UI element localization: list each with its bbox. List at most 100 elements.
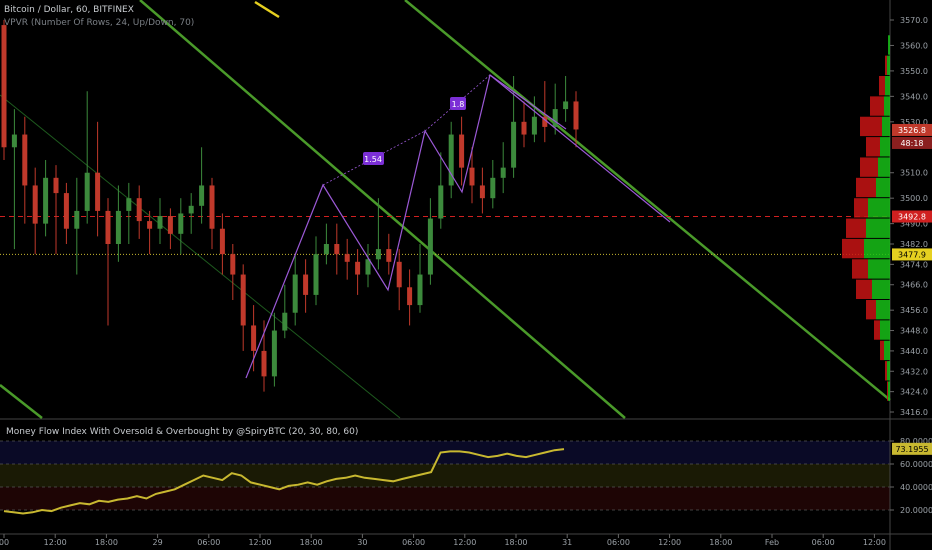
candle-body[interactable] [500,167,506,178]
time-tick-label: 31 [562,538,572,547]
yellow-line-tag-text: 3477.9 [898,250,926,259]
vpvr-bar-down [866,300,876,320]
time-axis[interactable]: 00 12:00 18:00 29 06:00 12:00 18:00 30 06:00 12:0… [0,534,886,547]
channel-upper-line[interactable] [404,0,891,401]
mfi-legend[interactable]: Money Flow Index With Oversold & Overbou… [6,427,359,437]
candle-body[interactable] [22,134,28,186]
price-tick-label: 3550.0 [900,67,928,76]
vpvr-bar-up [882,116,890,137]
candle-body[interactable] [417,274,423,306]
vpvr-histogram[interactable] [842,35,890,401]
candle-body[interactable] [542,116,548,127]
candle-body[interactable] [531,116,537,135]
candle-body[interactable] [521,121,527,135]
candle-body[interactable] [261,350,267,377]
candle-body[interactable] [209,185,215,229]
vpvr-bar-down [874,320,880,340]
candle-body[interactable] [105,210,111,244]
candle-body[interactable] [199,185,205,206]
candle-body[interactable] [511,121,517,168]
channel-lines[interactable] [0,0,891,419]
candle-body[interactable] [251,325,257,351]
vpvr-bar-down [852,259,868,279]
candle-body[interactable] [11,134,17,148]
candle-body[interactable] [334,244,340,255]
vpvr-bar-up [866,218,890,238]
candle-body[interactable] [53,177,59,194]
candle-body[interactable] [396,261,402,288]
price-tick-label: 3466.0 [900,281,928,290]
candle-body[interactable] [271,330,277,377]
candle-body[interactable] [344,254,350,262]
candle-body[interactable] [126,198,132,211]
price-axis[interactable]: 3570.0 3560.0 3550.0 3540.0 3530.0 3510.0 3500… [890,16,928,417]
candle-body[interactable] [323,244,329,255]
candle-body[interactable] [219,228,225,255]
candle-body[interactable] [438,185,444,219]
candle-body[interactable] [448,134,454,186]
candle-body[interactable] [375,249,381,260]
candle-body[interactable] [74,210,80,229]
candle-body[interactable] [147,221,153,229]
candle-body[interactable] [292,274,298,313]
candle-body[interactable] [563,101,569,110]
price-pane[interactable] [0,0,890,418]
yellow-trend-line[interactable] [254,0,280,19]
candle-body[interactable] [230,254,236,275]
vpvr-bar-up [878,157,890,177]
candle-body[interactable] [386,249,392,262]
candle-body[interactable] [188,205,194,214]
candle-body[interactable] [240,274,246,326]
vpvr-legend[interactable]: VPVR (Number Of Rows, 24, Up/Down, 70) [4,18,195,28]
candle-body[interactable] [167,216,173,234]
candle-body[interactable] [427,218,433,275]
candle-body[interactable] [365,259,371,275]
fib-label-1[interactable]: 1.54 [363,152,384,165]
candle-body[interactable] [43,177,49,224]
mfi-line [3,448,565,515]
symbol-legend[interactable]: Bitcoin / Dollar, 60, BITFINEX [4,5,134,15]
candle-body[interactable] [157,216,163,229]
candle-body[interactable] [459,134,465,168]
candle-body[interactable] [136,198,142,222]
channel-middle-line[interactable] [139,0,626,419]
candle-body[interactable] [32,185,38,224]
candle-body[interactable] [178,213,184,234]
candle-body[interactable] [407,287,413,306]
candles[interactable] [1,20,579,392]
channel-lower-line[interactable] [0,384,43,419]
candle-body[interactable] [552,109,558,127]
price-tick-label: 3560.0 [900,41,928,50]
candle-body[interactable] [303,274,309,295]
candle-body[interactable] [313,254,319,295]
candle-body[interactable] [95,172,101,211]
price-tick-label: 3432.0 [900,367,928,376]
countdown-tag: 48:18 [892,136,932,149]
mfi-value-tag: 73.1955 [892,442,932,455]
price-tick-label: 3530.0 [900,118,928,127]
time-tick-label: 00 [0,538,9,547]
candle-body[interactable] [115,210,121,244]
candle-body[interactable] [573,101,579,130]
candle-body[interactable] [282,312,288,331]
candle-body[interactable] [490,177,496,199]
candle-body[interactable] [479,185,485,199]
mfi-axis[interactable]: 80.0000 60.0000 40.0000 20.0000 [890,437,932,515]
vpvr-bar-down [846,218,866,238]
candle-body[interactable] [84,172,90,211]
candle-body[interactable] [1,25,7,148]
fib-label-2[interactable]: 1.8 [450,97,466,110]
mfi-tick-label: 80.0000 [900,437,932,446]
candle-body[interactable] [355,261,361,275]
channel-thin-line[interactable] [0,94,401,419]
time-tick-label: 12:00 [863,538,886,547]
mfi-neutral-zone [0,464,890,487]
mfi-pane[interactable] [0,440,890,515]
vpvr-bar-down [885,361,887,381]
candle-body[interactable] [63,193,69,229]
vpvr-bar-up [884,96,890,116]
zigzag-projection[interactable] [489,74,671,223]
candle-body[interactable] [469,167,475,186]
vpvr-bar-down [856,279,872,299]
